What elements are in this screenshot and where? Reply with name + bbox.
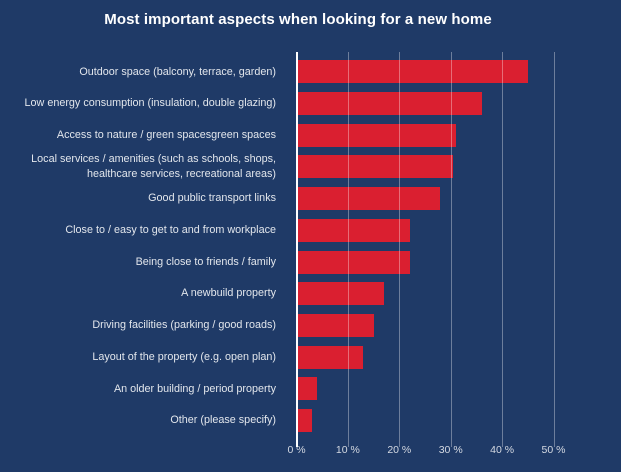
bar xyxy=(296,282,384,306)
bar xyxy=(296,218,410,242)
x-axis-tick-label: 30 % xyxy=(438,444,463,456)
x-axis-tick-label: 10 % xyxy=(335,444,360,456)
category-label: A newbuild property xyxy=(181,287,276,300)
bar xyxy=(296,250,410,274)
category-label: Layout of the property (e.g. open plan) xyxy=(92,350,276,363)
gridline xyxy=(399,52,401,447)
bar xyxy=(296,123,456,147)
bar xyxy=(296,92,482,116)
category-label: Access to nature / green spacesgreen spa… xyxy=(56,128,276,141)
bar xyxy=(296,409,312,433)
x-axis-tick-label: 40 % xyxy=(490,444,515,456)
bar xyxy=(296,345,364,369)
x-axis-tick-label: 50 % xyxy=(541,444,566,456)
bar xyxy=(296,377,318,401)
gridline xyxy=(553,52,555,447)
gridline xyxy=(347,52,349,447)
x-axis-tick-label: 20 % xyxy=(387,444,412,456)
category-label: Other (please specify) xyxy=(170,414,276,427)
category-label: Local services / amenities (such as scho… xyxy=(31,153,276,180)
category-label: Being close to friends / family xyxy=(135,255,276,268)
gridline xyxy=(502,52,504,447)
bar xyxy=(296,187,441,211)
y-axis-line xyxy=(296,52,298,447)
x-axis-tick-label: 0 % xyxy=(287,444,306,456)
chart-title: Most important aspects when looking for … xyxy=(104,11,492,28)
bar xyxy=(296,155,454,179)
category-label: Good public transport links xyxy=(148,192,276,205)
bar xyxy=(296,313,374,337)
category-label: An older building / period property xyxy=(113,382,276,395)
bar xyxy=(296,60,528,84)
category-label: Outdoor space (balcony, terrace, garden) xyxy=(79,65,276,78)
gridline xyxy=(450,52,452,447)
category-label: Low energy consumption (insulation, doub… xyxy=(24,97,276,110)
category-label: Close to / easy to get to and from workp… xyxy=(65,224,276,237)
category-label: Driving facilities (parking / good roads… xyxy=(92,319,276,332)
